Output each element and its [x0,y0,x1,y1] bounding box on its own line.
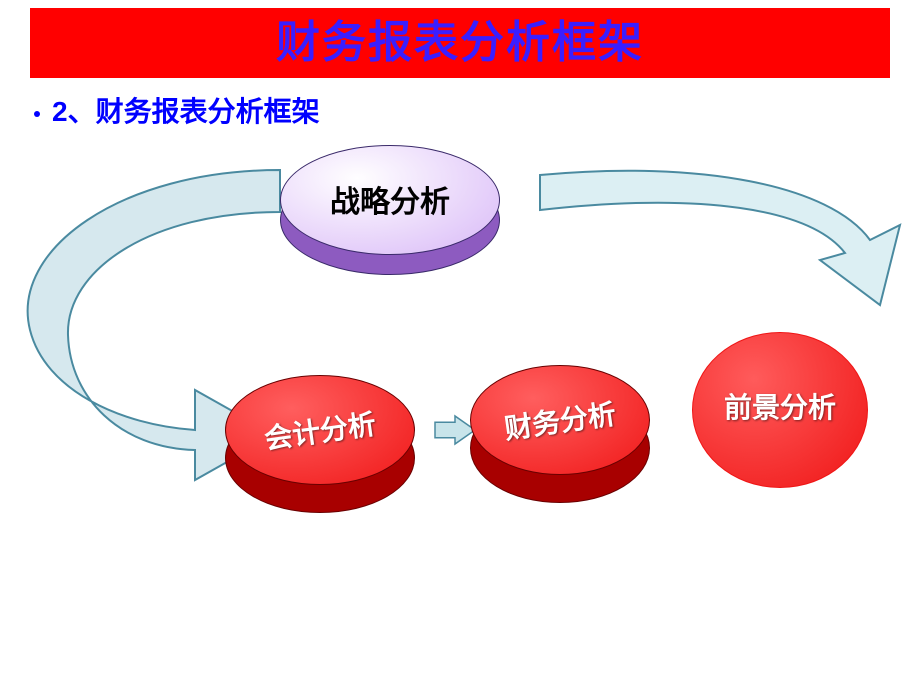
diagram-stage: 战略分析 会计分析 财务分析 前景分析 [0,130,920,650]
bullet-text: 2、财务报表分析框架 [52,96,320,127]
disc-prospect-label: 前景分析 [692,386,868,426]
disc-prospect: 前景分析 [692,332,868,488]
bullet-dot-icon [34,111,40,117]
section-bullet: 2、财务报表分析框架 [30,90,920,130]
disc-financial: 财务分析 [470,365,650,503]
disc-strategy-label: 战略分析 [280,177,500,221]
disc-strategy: 战略分析 [280,145,500,275]
title-bar: 财务报表分析框架 [30,8,890,78]
disc-accounting: 会计分析 [225,375,415,513]
